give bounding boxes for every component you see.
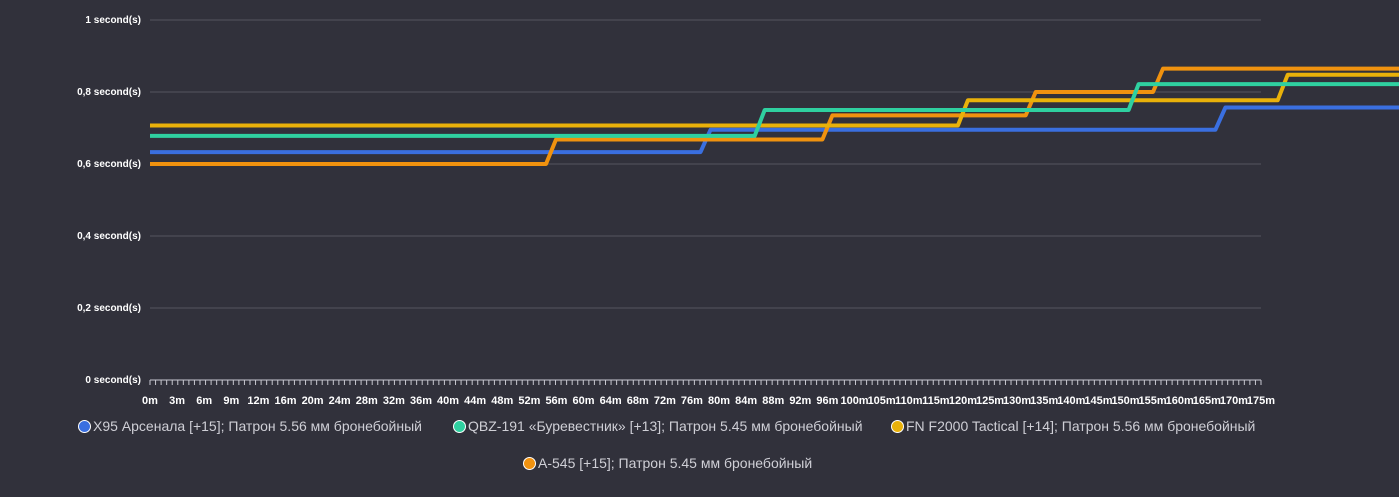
x-tick-label: 60m	[573, 395, 595, 407]
x-tick-label: 0m	[142, 395, 158, 407]
x-tick-label: 28m	[356, 395, 378, 407]
y-tick-label: 0,4 second(s)	[77, 231, 141, 242]
legend-marker-qbz191	[453, 419, 466, 433]
x-tick-label: 16m	[274, 395, 296, 407]
x-tick-label: 105m	[868, 395, 896, 407]
legend-item-a545[interactable]: А-545 [+15]; Патрон 5.45 мм бронебойный	[523, 455, 812, 471]
legend-item-x95[interactable]: X95 Арсенала [+15]; Патрон 5.56 мм броне…	[78, 418, 422, 434]
legend-item-f2000[interactable]: FN F2000 Tactical [+14]; Патрон 5.56 мм …	[891, 418, 1255, 434]
legend-label-x95: X95 Арсенала [+15]; Патрон 5.56 мм броне…	[93, 418, 422, 434]
x-tick-label: 36m	[410, 395, 432, 407]
x-tick-label: 12m	[247, 395, 269, 407]
x-tick-label: 100m	[840, 395, 868, 407]
x-tick-label: 96m	[816, 395, 838, 407]
y-tick-label: 1 second(s)	[85, 15, 141, 26]
x-tick-label: 40m	[437, 395, 459, 407]
legend-marker-a545	[523, 456, 536, 470]
series-line-1	[149, 82, 1399, 138]
x-tick-label: 115m	[922, 395, 950, 407]
x-tick-label: 52m	[518, 395, 540, 407]
x-tick-label: 80m	[708, 395, 730, 407]
x-tick-label: 160m	[1166, 395, 1194, 407]
x-tick-label: 145m	[1084, 395, 1112, 407]
x-tick-label: 165m	[1193, 395, 1221, 407]
series-line-2	[149, 72, 1399, 128]
x-tick-label: 140m	[1057, 395, 1085, 407]
x-tick-label: 48m	[491, 395, 513, 407]
x-tick-label: 88m	[762, 395, 784, 407]
x-tick-label: 76m	[681, 395, 703, 407]
x-tick-label: 120m	[949, 395, 977, 407]
legend-label-f2000: FN F2000 Tactical [+14]; Патрон 5.56 мм …	[906, 418, 1256, 434]
x-tick-label: 155m	[1139, 395, 1167, 407]
x-tick-label: 135m	[1030, 395, 1058, 407]
x-tick-label: 3m	[169, 395, 185, 407]
x-tick-label: 150m	[1111, 395, 1139, 407]
series-lines	[149, 66, 1399, 166]
legend-label-qbz191: QBZ-191 «Буревестник» [+13]; Патрон 5.45…	[468, 418, 863, 434]
x-tick-label: 84m	[735, 395, 757, 407]
x-tick-label: 175m	[1247, 395, 1275, 407]
x-tick-label: 44m	[464, 395, 486, 407]
series-line-0	[149, 105, 1399, 155]
x-tick-label: 32m	[383, 395, 405, 407]
x-tick-label: 170m	[1220, 395, 1248, 407]
x-tick-label: 72m	[654, 395, 676, 407]
x-tick-label: 64m	[600, 395, 622, 407]
x-tick-label: 9m	[223, 395, 239, 407]
x-tick-label: 125m	[976, 395, 1004, 407]
x-tick-label: 6m	[196, 395, 212, 407]
legend-marker-f2000	[891, 419, 904, 433]
x-tick-label: 92m	[789, 395, 811, 407]
x-tick-label: 68m	[627, 395, 649, 407]
series-line-3	[150, 66, 1399, 166]
x-axis: 0m 3m 6m 9m 12m 16m 20m 24m 28m 32m 36m 40m 44m 48m 52…	[142, 379, 1275, 407]
legend-label-a545: А-545 [+15]; Патрон 5.45 мм бронебойный	[538, 455, 813, 471]
y-tick-label: 0,8 second(s)	[77, 87, 141, 98]
x-tick-label: 130m	[1003, 395, 1031, 407]
x-tick-label: 110m	[895, 395, 923, 407]
y-axis: 0 second(s) 0,2 second(s) 0,4 second(s) 0,6…	[77, 15, 141, 386]
legend-item-qbz191[interactable]: QBZ-191 «Буревестник» [+13]; Патрон 5.45…	[453, 418, 863, 434]
x-tick-label: 56m	[545, 395, 567, 407]
y-tick-label: 0 second(s)	[85, 375, 141, 386]
x-tick-label: 24m	[329, 395, 351, 407]
legend-marker-x95	[78, 419, 91, 433]
y-tick-label: 0,2 second(s)	[77, 303, 141, 314]
y-tick-label: 0,6 second(s)	[77, 159, 141, 170]
x-tick-label: 20m	[302, 395, 324, 407]
